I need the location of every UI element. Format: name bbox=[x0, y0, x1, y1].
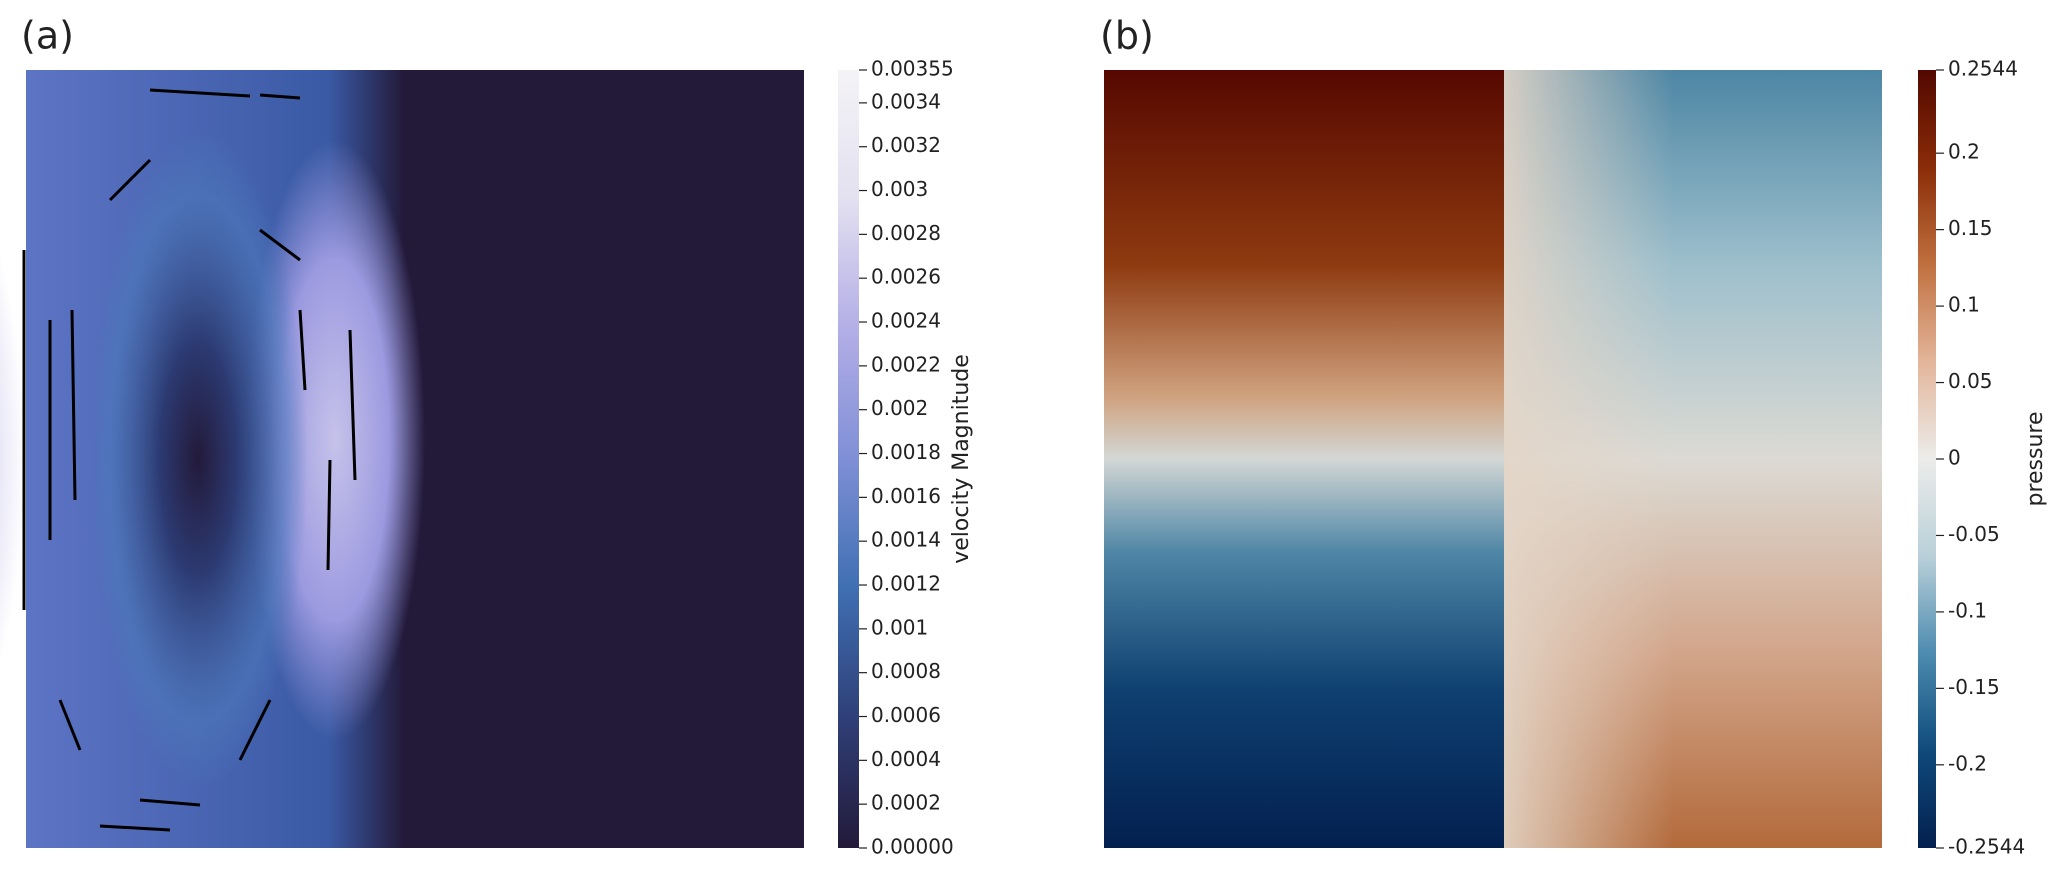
colorbar-tick-label: 0.0032 bbox=[871, 133, 941, 157]
colorbar-label: velocity Magnitude bbox=[949, 354, 974, 564]
colorbar-tick-label: 0.2544 bbox=[1948, 57, 2018, 81]
colorbar-tick-label: -0.15 bbox=[1948, 675, 2000, 699]
colorbar-tick-label: 0.2 bbox=[1948, 140, 1980, 164]
colorbar-tick-label: 0.0028 bbox=[871, 221, 941, 245]
colorbar-tick-label: 0.002 bbox=[871, 396, 928, 420]
colorbar-tick-label: 0.00355 bbox=[871, 57, 954, 81]
colorbar-tick-label: 0.003 bbox=[871, 177, 928, 201]
colorbar-tick-label: -0.1 bbox=[1948, 598, 1987, 622]
colorbar bbox=[1918, 70, 1936, 848]
colorbar-tick-label: 0.001 bbox=[871, 615, 928, 639]
colorbar-tick-label: 0.0034 bbox=[871, 89, 941, 113]
panel-label: (b) bbox=[1100, 14, 1154, 58]
colorbar-tick-label: 0.15 bbox=[1948, 216, 1993, 240]
colorbar-tick-label: 0.0022 bbox=[871, 352, 941, 376]
colorbar-tick-label: 0.0014 bbox=[871, 528, 941, 552]
colorbar-tick-label: -0.05 bbox=[1948, 522, 2000, 546]
colorbar-tick-label: 0 bbox=[1948, 446, 1961, 470]
colorbar-tick-label: 0.0002 bbox=[871, 791, 941, 815]
colorbar-tick-label: 0.1 bbox=[1948, 293, 1980, 317]
colorbar bbox=[838, 70, 859, 848]
colorbar-tick-label: 0.00000 bbox=[871, 835, 954, 859]
colorbar-tick-label: 0.0018 bbox=[871, 440, 941, 464]
colorbar-tick-label: 0.0016 bbox=[871, 484, 941, 508]
colorbar-tick-label: 0.0006 bbox=[871, 703, 941, 727]
colorbar-tick-label: 0.0004 bbox=[871, 747, 941, 771]
pressure-field bbox=[1104, 70, 1882, 848]
colorbar-tick-label: -0.2544 bbox=[1948, 835, 2025, 859]
colorbar-tick-label: 0.0008 bbox=[871, 659, 941, 683]
colorbar-tick-label: 0.0024 bbox=[871, 309, 941, 333]
colorbar-tick-label: 0.05 bbox=[1948, 369, 1993, 393]
colorbar-tick-label: -0.2 bbox=[1948, 751, 1987, 775]
colorbar-label: pressure bbox=[2023, 411, 2048, 506]
colorbar-tick-label: 0.0012 bbox=[871, 572, 941, 596]
colorbar-tick-label: 0.0026 bbox=[871, 265, 941, 289]
velocity-field bbox=[0, 39, 804, 872]
panel-label: (a) bbox=[21, 14, 74, 58]
